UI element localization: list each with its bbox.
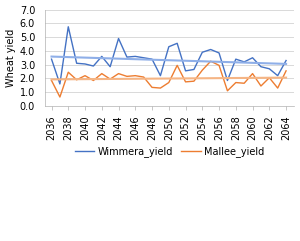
Wimmera_yield — [184, 69, 187, 72]
Mallee_yield — [125, 75, 129, 78]
Wimmera_yield — [83, 62, 87, 65]
Mallee_yield — [268, 76, 271, 79]
Wimmera_yield — [150, 58, 154, 60]
Mallee_yield — [142, 76, 146, 79]
Wimmera_yield — [117, 37, 120, 40]
Mallee_yield — [276, 87, 280, 89]
Wimmera_yield — [234, 58, 238, 60]
Mallee_yield — [100, 72, 103, 75]
Wimmera_yield — [259, 65, 263, 68]
Legend: Wimmera_yield, Mallee_yield: Wimmera_yield, Mallee_yield — [71, 142, 268, 161]
Wimmera_yield — [217, 52, 221, 54]
Mallee_yield — [167, 81, 171, 84]
Mallee_yield — [251, 72, 254, 75]
Wimmera_yield — [192, 68, 196, 71]
Wimmera_yield — [125, 56, 129, 59]
Wimmera_yield — [176, 42, 179, 45]
Wimmera_yield — [92, 65, 95, 67]
Wimmera_yield — [100, 55, 103, 58]
Wimmera_yield — [226, 79, 229, 82]
Wimmera_yield — [167, 45, 171, 48]
Wimmera_yield — [75, 62, 79, 65]
Mallee_yield — [226, 89, 229, 92]
Wimmera_yield — [142, 56, 146, 59]
Mallee_yield — [200, 69, 204, 72]
Mallee_yield — [259, 85, 263, 87]
Y-axis label: Wheat yield: Wheat yield — [6, 29, 16, 87]
Wimmera_yield — [50, 58, 53, 60]
Mallee_yield — [50, 79, 53, 82]
Mallee_yield — [192, 80, 196, 83]
Wimmera_yield — [159, 74, 162, 77]
Mallee_yield — [67, 71, 70, 74]
Wimmera_yield — [134, 55, 137, 58]
Mallee_yield — [108, 78, 112, 80]
Mallee_yield — [217, 64, 221, 67]
Mallee_yield — [150, 86, 154, 89]
Mallee_yield — [242, 82, 246, 85]
Mallee_yield — [284, 69, 288, 72]
Mallee_yield — [83, 74, 87, 77]
Mallee_yield — [117, 72, 120, 75]
Mallee_yield — [92, 79, 95, 82]
Wimmera_yield — [108, 65, 112, 68]
Wimmera_yield — [284, 59, 288, 62]
Wimmera_yield — [268, 67, 271, 70]
Mallee_yield — [234, 81, 238, 84]
Mallee_yield — [58, 96, 62, 99]
Mallee_yield — [184, 80, 187, 83]
Wimmera_yield — [67, 25, 70, 28]
Wimmera_yield — [251, 56, 254, 59]
Wimmera_yield — [242, 60, 246, 63]
Mallee_yield — [75, 78, 79, 81]
Mallee_yield — [176, 64, 179, 67]
Wimmera_yield — [58, 82, 62, 85]
Wimmera_yield — [209, 48, 212, 51]
Line: Wimmera_yield: Wimmera_yield — [52, 27, 286, 84]
Wimmera_yield — [200, 51, 204, 54]
Mallee_yield — [159, 87, 162, 89]
Line: Mallee_yield: Mallee_yield — [52, 61, 286, 97]
Mallee_yield — [134, 74, 137, 77]
Wimmera_yield — [276, 74, 280, 77]
Mallee_yield — [209, 60, 212, 63]
